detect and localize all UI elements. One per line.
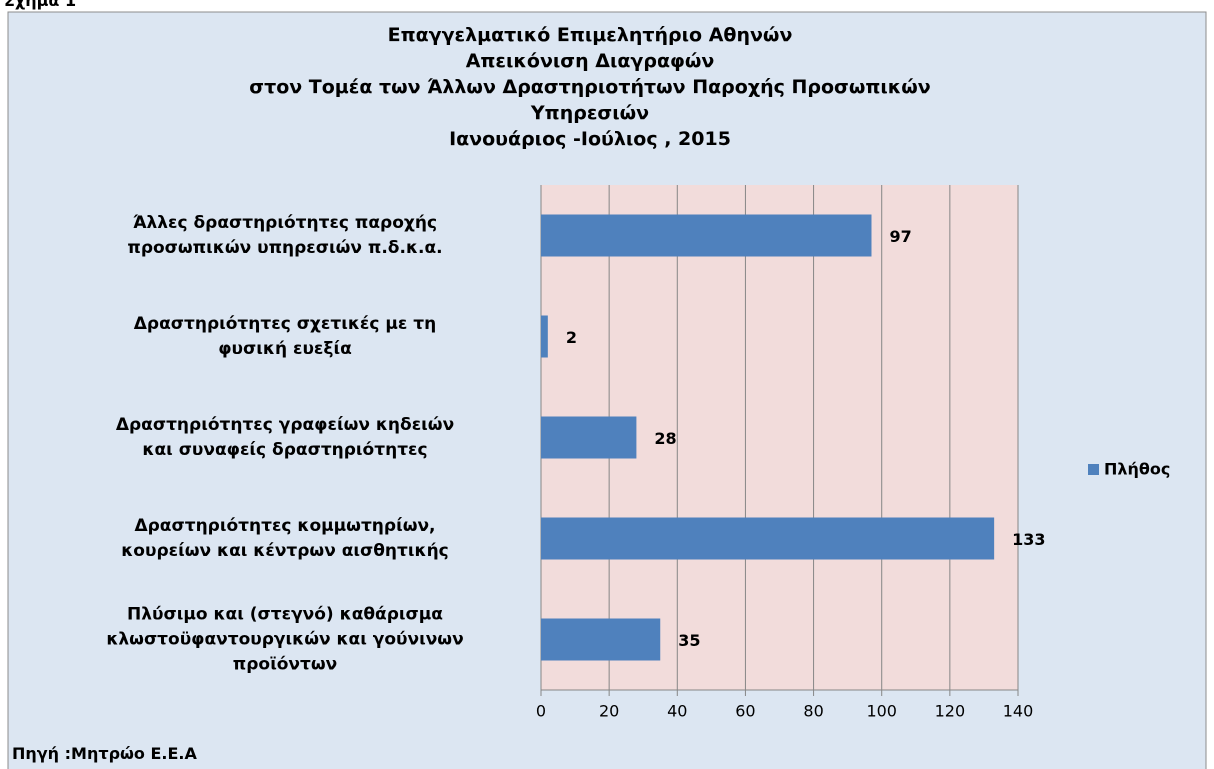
data-label: 2	[566, 328, 577, 347]
data-label: 35	[678, 631, 700, 650]
data-label: 28	[654, 429, 676, 448]
y-tick-label: Δραστηριότητες γραφείων κηδειών και συνα…	[115, 414, 455, 460]
bar	[541, 315, 548, 358]
x-tick-label: 60	[735, 702, 755, 721]
y-tick-label: Δραστηριότητες κομμωτηρίων, κουρείων και…	[121, 515, 449, 561]
figure-label: Σχήμα 1	[4, 0, 77, 10]
x-tick-label: 80	[803, 702, 823, 721]
x-tick-label: 20	[599, 702, 619, 721]
y-tick-label: Πλύσιμο και (στεγνό) καθάρισμα κλωστοϋφα…	[106, 604, 464, 674]
bar	[541, 416, 637, 459]
data-label: 133	[1012, 530, 1045, 549]
y-tick-label: Άλλες δραστηριότητες παροχής προσωπικών …	[127, 212, 443, 258]
y-tick-label: Δραστηριότητες σχετικές με τη φυσική ευε…	[133, 313, 437, 359]
bar	[541, 517, 995, 560]
legend-swatch	[1088, 464, 1099, 475]
x-tick-label: 100	[866, 702, 897, 721]
chart-title: Επαγγελματικό Επιμελητήριο Αθηνών Απεικό…	[249, 24, 931, 150]
legend-label: Πλήθος	[1104, 460, 1170, 479]
x-tick-label: 0	[536, 702, 546, 721]
bar	[541, 214, 872, 257]
x-tick-label: 40	[667, 702, 687, 721]
bar	[541, 618, 661, 661]
source: Πηγή :Μητρώο Ε.Ε.Α	[12, 744, 197, 763]
data-label: 97	[889, 227, 911, 246]
x-tick-label: 120	[935, 702, 966, 721]
x-tick-label: 140	[1003, 702, 1034, 721]
